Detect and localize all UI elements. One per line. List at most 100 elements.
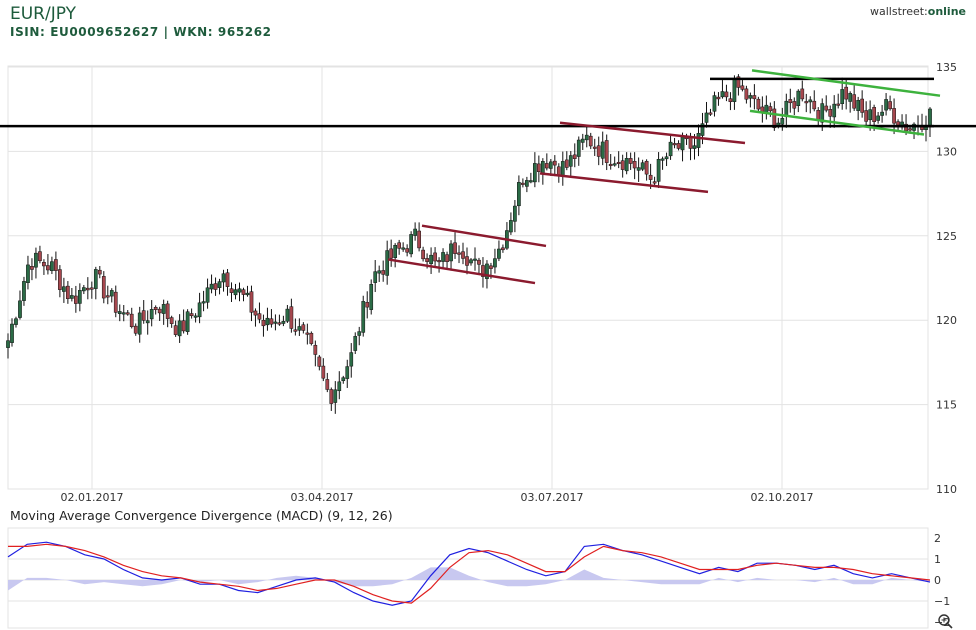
candle-body: [636, 167, 641, 171]
candle-body: [101, 276, 106, 299]
channel-2-upper-line: [559, 121, 746, 145]
candle-body: [604, 140, 609, 163]
candle-body: [329, 389, 334, 404]
candle-body: [405, 248, 409, 253]
candle-body: [249, 291, 254, 313]
candle-body: [153, 307, 158, 310]
candle-body: [544, 163, 549, 169]
candle-body: [728, 98, 733, 103]
price-tick-label: 125: [936, 230, 957, 243]
candle-body: [485, 263, 489, 279]
candle-body: [369, 284, 374, 310]
channel-3-upper-line: [751, 69, 941, 97]
macd-title: Moving Average Convergence Divergence (M…: [10, 508, 393, 523]
candle-body: [804, 101, 809, 104]
candle-body: [381, 270, 386, 275]
macd-line: [7, 541, 931, 606]
candle-body: [796, 90, 801, 106]
candle-body: [97, 269, 102, 275]
candle-body: [652, 181, 657, 184]
candle-body: [640, 162, 645, 170]
candle-body: [521, 182, 525, 185]
instrument-title: EUR/JPY: [10, 4, 76, 24]
candle-body: [509, 220, 513, 233]
candle-body: [233, 289, 238, 296]
candle-body: [536, 163, 541, 172]
candle-body: [820, 103, 825, 123]
candle-body: [848, 93, 853, 102]
candle-body: [42, 261, 46, 267]
candle-body: [533, 163, 537, 183]
candle-body: [70, 295, 74, 299]
macd-tick-label: −2: [934, 616, 950, 629]
candle-body: [30, 266, 34, 270]
candle-body: [457, 252, 461, 255]
zoom-lens: [938, 614, 950, 626]
isin-wkn-line: ISIN: EU0009652627 | WKN: 965262: [10, 25, 272, 39]
candlestick-series: [6, 74, 932, 414]
candle-body: [157, 308, 162, 314]
candle-body: [840, 89, 845, 104]
candle-body: [864, 110, 868, 122]
candle-body: [213, 283, 218, 290]
candle-body: [800, 88, 805, 100]
candle-body: [588, 135, 593, 147]
candle-body: [852, 94, 857, 109]
candle-body: [105, 295, 110, 298]
candle-body: [680, 136, 685, 151]
candle-body: [908, 128, 912, 131]
candle-body: [672, 143, 677, 146]
candle-body: [884, 99, 888, 111]
candle-body: [644, 160, 649, 175]
candle-body: [281, 321, 286, 324]
candle-body: [529, 180, 533, 183]
candle-body: [493, 258, 497, 268]
candle-body: [836, 103, 841, 106]
channel-2-lower-line: [539, 172, 709, 194]
candle-body: [832, 103, 837, 118]
candle-body: [225, 272, 230, 287]
magnifier-plus-icon[interactable]: [938, 614, 953, 629]
candle-body: [313, 344, 318, 355]
candle-body: [445, 254, 449, 262]
candle-body: [696, 133, 701, 148]
candle-body: [656, 159, 661, 182]
candle-body: [880, 111, 884, 116]
candle-body: [660, 158, 665, 161]
candle-body: [161, 304, 166, 314]
candle-body: [708, 112, 713, 115]
candle-body: [357, 331, 362, 336]
candle-body: [453, 242, 457, 254]
candle-body: [876, 115, 880, 121]
candle-body: [277, 322, 282, 325]
candle-body: [564, 159, 569, 168]
candle-body: [6, 340, 10, 348]
zoom-handle: [947, 623, 953, 629]
date-tick-label: 02.10.2017: [751, 491, 814, 504]
candle-body: [856, 100, 861, 111]
candle-body: [688, 137, 693, 149]
candle-body: [712, 95, 717, 112]
candle-body: [513, 205, 517, 222]
candle-body: [808, 99, 813, 103]
candle-body: [724, 91, 729, 98]
candle-body: [345, 366, 350, 379]
candle-body: [217, 281, 222, 288]
candle-body: [744, 88, 749, 100]
candle-body: [664, 156, 669, 160]
candle-body: [548, 161, 553, 169]
candle-body: [133, 325, 138, 334]
candle-body: [437, 260, 441, 263]
price-tick-label: 135: [936, 61, 957, 74]
brand-logo: wallstreet:online: [870, 5, 966, 18]
candle-body: [34, 252, 38, 268]
candle-body: [429, 254, 433, 265]
candle-body: [197, 302, 202, 318]
price-tick-label: 120: [936, 314, 957, 327]
candle-body: [812, 100, 817, 110]
candle-body: [58, 269, 62, 290]
channel-1-upper-line: [421, 224, 547, 248]
candle-body: [584, 134, 589, 141]
candle-body: [365, 302, 370, 308]
